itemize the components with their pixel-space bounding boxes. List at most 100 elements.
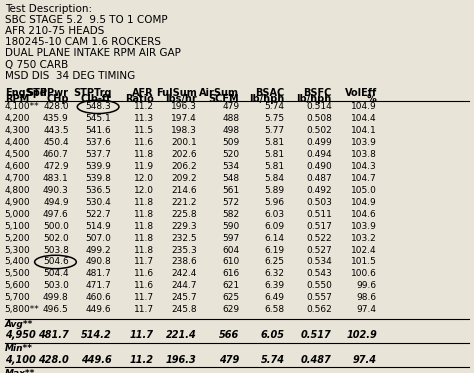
Text: 6.25: 6.25 — [264, 257, 284, 266]
Text: 104.9: 104.9 — [351, 198, 377, 207]
Text: 503.8: 503.8 — [43, 245, 69, 254]
Text: 0.517: 0.517 — [306, 222, 332, 231]
Text: 5.89: 5.89 — [264, 186, 284, 195]
Text: 5,400: 5,400 — [5, 257, 30, 266]
Text: 232.5: 232.5 — [171, 233, 197, 242]
Text: 4,900: 4,900 — [5, 198, 30, 207]
Text: 5,500: 5,500 — [5, 269, 30, 278]
Text: 6.39: 6.39 — [264, 281, 284, 290]
Text: 99.6: 99.6 — [357, 281, 377, 290]
Text: 5.81: 5.81 — [264, 150, 284, 159]
Text: 103.9: 103.9 — [351, 138, 377, 147]
Text: 498: 498 — [222, 126, 239, 135]
Text: 244.7: 244.7 — [171, 281, 197, 290]
Text: lb/hph: lb/hph — [249, 94, 284, 104]
Text: 11.8: 11.8 — [134, 233, 154, 242]
Text: 0.502: 0.502 — [306, 126, 332, 135]
Text: BSAC: BSAC — [255, 88, 284, 98]
Text: 0.562: 0.562 — [306, 305, 332, 314]
Text: 428.0: 428.0 — [38, 355, 69, 364]
Text: 197.4: 197.4 — [171, 114, 197, 123]
Text: 460.7: 460.7 — [43, 150, 69, 159]
Text: 539.9: 539.9 — [85, 162, 111, 171]
Text: 534: 534 — [222, 162, 239, 171]
Text: 98.6: 98.6 — [357, 293, 377, 302]
Text: 481.7: 481.7 — [38, 330, 69, 340]
Text: 604: 604 — [222, 245, 239, 254]
Text: 5,000: 5,000 — [5, 210, 30, 219]
Text: 104.1: 104.1 — [351, 126, 377, 135]
Text: 11.2: 11.2 — [130, 355, 154, 364]
Text: 0.557: 0.557 — [306, 293, 332, 302]
Text: EngSpd: EngSpd — [5, 88, 46, 98]
Text: 522.7: 522.7 — [86, 210, 111, 219]
Text: 5,200: 5,200 — [5, 233, 30, 242]
Text: 449.6: 449.6 — [86, 305, 111, 314]
Text: 6.03: 6.03 — [264, 210, 284, 219]
Text: DUAL PLANE INTAKE RPM AIR GAP: DUAL PLANE INTAKE RPM AIR GAP — [5, 48, 181, 59]
Text: 245.8: 245.8 — [171, 305, 197, 314]
Text: 460.6: 460.6 — [86, 293, 111, 302]
Text: 6.32: 6.32 — [264, 269, 284, 278]
Text: 105.0: 105.0 — [351, 186, 377, 195]
Text: 6.19: 6.19 — [264, 245, 284, 254]
Text: 514.2: 514.2 — [81, 330, 111, 340]
Text: 536.5: 536.5 — [85, 186, 111, 195]
Text: 597: 597 — [222, 233, 239, 242]
Text: 4,400: 4,400 — [5, 138, 30, 147]
Text: 499.8: 499.8 — [43, 293, 69, 302]
Text: 103.8: 103.8 — [351, 150, 377, 159]
Text: 5.74: 5.74 — [260, 355, 284, 364]
Text: 180245-10 CAM 1.6 ROCKERS: 180245-10 CAM 1.6 ROCKERS — [5, 37, 161, 47]
Text: 496.5: 496.5 — [43, 305, 69, 314]
Text: CHp: CHp — [46, 94, 69, 104]
Text: 479: 479 — [219, 355, 239, 364]
Text: 11.7: 11.7 — [134, 257, 154, 266]
Text: 514.9: 514.9 — [86, 222, 111, 231]
Text: 6.58: 6.58 — [264, 305, 284, 314]
Text: 104.7: 104.7 — [351, 174, 377, 183]
Text: 582: 582 — [222, 210, 239, 219]
Text: Clb-ft: Clb-ft — [81, 94, 111, 104]
Text: 625: 625 — [222, 293, 239, 302]
Text: 0.527: 0.527 — [306, 245, 332, 254]
Text: 483.1: 483.1 — [43, 174, 69, 183]
Text: 0.503: 0.503 — [306, 198, 332, 207]
Text: Ratio: Ratio — [125, 94, 154, 104]
Text: 494.9: 494.9 — [43, 198, 69, 207]
Text: 11.7: 11.7 — [134, 293, 154, 302]
Text: 502.0: 502.0 — [43, 233, 69, 242]
Text: AFR 210-75 HEADS: AFR 210-75 HEADS — [5, 26, 104, 36]
Text: 196.3: 196.3 — [166, 355, 197, 364]
Text: 101.5: 101.5 — [351, 257, 377, 266]
Text: 537.6: 537.6 — [85, 138, 111, 147]
Text: 11.9: 11.9 — [134, 162, 154, 171]
Text: 490.8: 490.8 — [86, 257, 111, 266]
Text: STPPwr: STPPwr — [27, 88, 69, 98]
Text: 11.6: 11.6 — [134, 281, 154, 290]
Text: 104.4: 104.4 — [351, 114, 377, 123]
Text: 202.6: 202.6 — [171, 150, 197, 159]
Text: 629: 629 — [222, 305, 239, 314]
Text: 4,200: 4,200 — [5, 114, 30, 123]
Text: 245.7: 245.7 — [171, 293, 197, 302]
Text: 104.6: 104.6 — [351, 210, 377, 219]
Text: 238.6: 238.6 — [171, 257, 197, 266]
Text: Q 750 CARB: Q 750 CARB — [5, 60, 68, 70]
Text: STPTrq: STPTrq — [73, 88, 111, 98]
Text: 11.6: 11.6 — [134, 138, 154, 147]
Text: 12.0: 12.0 — [134, 174, 154, 183]
Text: 11.3: 11.3 — [134, 114, 154, 123]
Text: 0.511: 0.511 — [306, 210, 332, 219]
Text: 548.3: 548.3 — [86, 102, 111, 111]
Text: 221.4: 221.4 — [166, 330, 197, 340]
Text: 4,600: 4,600 — [5, 162, 30, 171]
Text: 443.5: 443.5 — [43, 126, 69, 135]
Text: 209.2: 209.2 — [171, 174, 197, 183]
Text: 11.8: 11.8 — [134, 210, 154, 219]
Text: 5.96: 5.96 — [264, 198, 284, 207]
Text: 500.0: 500.0 — [43, 222, 69, 231]
Text: %: % — [367, 94, 377, 104]
Text: 198.3: 198.3 — [171, 126, 197, 135]
Text: 0.494: 0.494 — [306, 150, 332, 159]
